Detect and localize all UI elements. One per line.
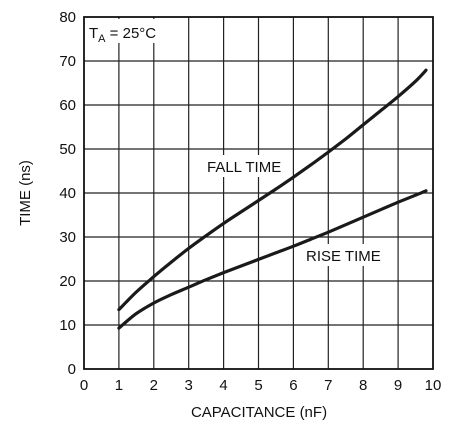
rise-time-label-background (303, 244, 387, 266)
y-tick-label: 20 (59, 273, 76, 290)
x-tick-label: 7 (324, 377, 332, 394)
y-tick-label: 60 (59, 97, 76, 114)
rise-time-curve (117, 189, 428, 330)
plot-frame (83, 16, 434, 370)
x-tick-label: 6 (289, 377, 297, 394)
rise-time-label: RISE TIME (306, 248, 381, 265)
x-tick-label: 2 (150, 377, 158, 394)
fall-time-label: FALL TIME (207, 159, 281, 176)
y-tick-label: 50 (59, 141, 76, 158)
condition-rest: = 25°C (106, 25, 157, 42)
condition-main: T (89, 25, 98, 42)
x-axis-title: CAPACITANCE (nF) (191, 404, 327, 421)
grid (84, 17, 433, 369)
x-tick-label: 8 (359, 377, 367, 394)
condition-sub: A (98, 33, 106, 45)
condition-label: TA = 25°C (89, 25, 156, 45)
x-tick-label: 0 (80, 377, 88, 394)
curves (117, 68, 428, 330)
y-tick-label: 30 (59, 229, 76, 246)
x-axis-ticks: 0 1 2 3 4 5 6 7 8 9 10 (80, 377, 442, 394)
x-tick-label: 10 (425, 377, 442, 394)
x-tick-label: 5 (254, 377, 262, 394)
x-tick-label: 9 (394, 377, 402, 394)
y-tick-label: 70 (59, 53, 76, 70)
x-tick-label: 3 (185, 377, 193, 394)
fall-time-label-background (204, 155, 290, 177)
y-tick-label: 0 (68, 361, 76, 378)
x-tick-label: 4 (219, 377, 227, 394)
y-axis-title: TIME (ns) (17, 160, 34, 226)
condition-label-background (86, 19, 173, 43)
y-axis-ticks: 0 10 20 30 40 50 60 70 80 (59, 9, 76, 378)
y-tick-label: 40 (59, 185, 76, 202)
y-tick-label: 10 (59, 317, 76, 334)
fall-time-curve (117, 68, 428, 312)
y-tick-label: 80 (59, 9, 76, 26)
x-tick-label: 1 (115, 377, 123, 394)
